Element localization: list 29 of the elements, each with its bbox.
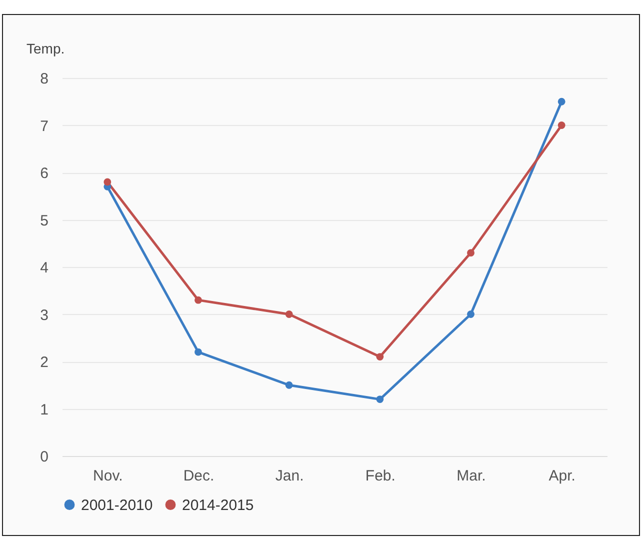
x-tick-label: Jan. (275, 468, 304, 484)
y-tick-label: 8 (40, 70, 48, 88)
point (194, 296, 202, 304)
point (558, 98, 566, 106)
x-tick-label: Feb. (365, 468, 396, 484)
y-tick-label: 0 (40, 448, 48, 466)
point (467, 310, 474, 318)
y-tick-label: 5 (40, 212, 48, 230)
x-tick-label: Nov. (93, 468, 123, 484)
y-axis-title: Temp. (26, 40, 65, 56)
point (285, 310, 293, 318)
x-tick-label: Apr. (548, 468, 576, 484)
y-tick-label: 2 (40, 354, 48, 371)
y-tick-label: 4 (40, 260, 48, 276)
point (194, 348, 202, 356)
point (467, 249, 474, 257)
y-tick-label: 1 (40, 401, 48, 418)
point (285, 381, 293, 389)
point (104, 178, 112, 186)
point (376, 353, 384, 360)
y-tick-label: 6 (40, 165, 48, 182)
x-tick-label: Mar. (456, 468, 486, 484)
legend-label: 2014-2015 (182, 496, 254, 514)
point (558, 122, 566, 129)
y-tick-label: 3 (40, 306, 48, 324)
x-tick-label: Dec. (183, 468, 214, 484)
point (376, 396, 384, 403)
y-tick-label: 7 (40, 118, 48, 135)
legend-label: 2001-2010 (81, 496, 153, 514)
